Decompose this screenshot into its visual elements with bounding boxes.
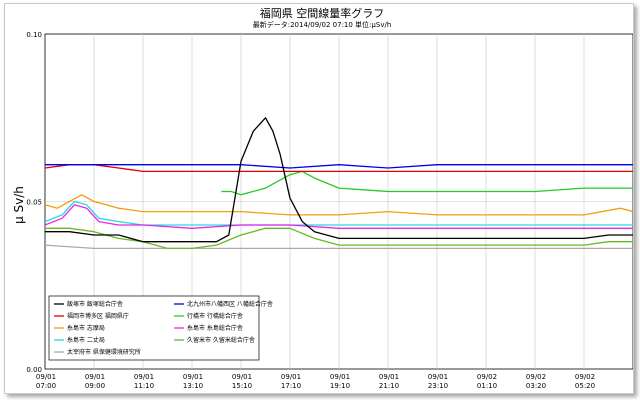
x-tick-date: 09/01 (330, 373, 350, 381)
chart-title: 福岡県 空間線量率グラフ (260, 6, 385, 20)
y-tick-label: 0.05 (26, 199, 42, 207)
legend-label: 久留米市 久留米総合庁舎 (187, 336, 255, 344)
x-tick-date: 09/01 (379, 373, 399, 381)
x-tick-time: 03:20 (526, 382, 546, 390)
legend-label: 北九州市八幡西区 八幡総合庁舎 (187, 300, 273, 308)
legend-label: 行橋市 行橋総合庁舎 (187, 312, 243, 320)
x-tick-date: 09/01 (36, 373, 56, 381)
chart-subtitle: 最新データ:2014/09/02 07:10 単位:μSv/h (253, 20, 392, 29)
legend-label: 福岡市博多区 福岡県庁 (67, 312, 129, 320)
x-tick-time: 19:10 (330, 382, 350, 390)
x-tick-date: 09/01 (232, 373, 252, 381)
y-tick-label: 0.10 (26, 31, 42, 39)
legend-label: 飯塚市 飯塚総合庁舎 (67, 300, 123, 308)
x-tick-time: 09:00 (85, 382, 105, 390)
x-tick-date: 09/01 (428, 373, 448, 381)
y-tick-label: 0.00 (26, 366, 42, 374)
x-tick-time: 21:10 (379, 382, 399, 390)
chart-svg: 福岡県 空間線量率グラフ 最新データ:2014/09/02 07:10 単位:μ… (12, 6, 633, 390)
legend-label: 糸島市 志摩局 (67, 324, 105, 332)
x-tick-date: 09/02 (477, 373, 497, 381)
x-tick-time: 23:10 (428, 382, 448, 390)
y-axis-label: μ Sv/h (12, 186, 26, 224)
series-line-0 (45, 117, 633, 243)
x-tick-date: 09/02 (526, 373, 546, 381)
series-line-8 (44, 244, 633, 250)
x-tick-time: 07:00 (36, 382, 56, 390)
chart-window: 福岡県 空間線量率グラフ 最新データ:2014/09/02 07:10 単位:μ… (4, 3, 634, 394)
legend-label: 太宰府市 県保健環境研究所 (67, 348, 141, 356)
legend-label: 糸島市 糸島総合庁舎 (187, 324, 243, 332)
axis-layer: 09/0107:0009/0109:0009/0111:1009/0113:10… (26, 31, 595, 390)
x-tick-time: 17:10 (281, 382, 301, 390)
series-layer (44, 117, 633, 250)
x-tick-time: 05:20 (575, 382, 595, 390)
series-line-2 (44, 164, 633, 173)
x-tick-date: 09/02 (575, 373, 595, 381)
legend-label: 糸島市 二丈局 (67, 336, 105, 344)
series-line-4 (44, 194, 633, 216)
series-line-1 (45, 164, 633, 169)
x-tick-time: 11:10 (134, 382, 154, 390)
x-tick-time: 13:10 (183, 382, 203, 390)
x-tick-date: 09/01 (281, 373, 301, 381)
x-tick-date: 09/01 (85, 373, 105, 381)
x-tick-time: 01:10 (477, 382, 497, 390)
legend-box (48, 295, 260, 361)
series-line-5 (44, 204, 633, 229)
x-tick-date: 09/01 (134, 373, 154, 381)
series-line-3 (221, 170, 633, 196)
series-line-7 (45, 227, 633, 250)
x-tick-date: 09/01 (183, 373, 203, 381)
x-tick-time: 15:10 (232, 382, 252, 390)
